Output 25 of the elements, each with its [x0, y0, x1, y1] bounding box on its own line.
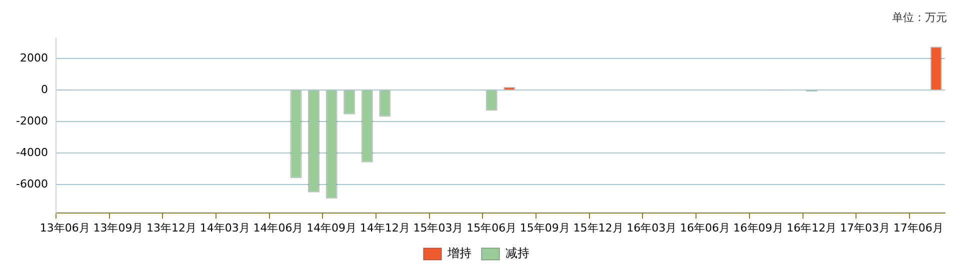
x-tick-label: 16年06月 [680, 221, 730, 234]
x-tick-label: 15年09月 [520, 221, 570, 234]
x-tick-label: 14年12月 [360, 221, 410, 234]
y-tick-label: 2000 [20, 51, 48, 64]
x-tick-label: 16年03月 [626, 221, 677, 234]
x-tick-label: 15年12月 [573, 221, 624, 234]
x-tick-label: 16年12月 [786, 221, 837, 234]
x-tick-label: 17年03月 [840, 221, 890, 234]
x-tick-label: 14年03月 [200, 221, 250, 234]
x-tick-label: 16年09月 [733, 221, 784, 234]
x-tick-label: 17年06月 [893, 221, 944, 234]
y-tick-label: -6000 [16, 177, 48, 190]
x-tick-label: 13年06月 [40, 221, 90, 234]
y-tick-label: 0 [40, 82, 48, 96]
x-tick-label: 13年12月 [146, 221, 197, 234]
legend-label: 减持 [506, 246, 530, 260]
legend-label: 增持 [446, 246, 472, 260]
y-tick-label: -2000 [16, 114, 48, 128]
x-tick-label: 13年09月 [93, 221, 144, 234]
x-tick-label: 15年06月 [466, 221, 517, 234]
x-tick-label: 14年06月 [253, 221, 304, 234]
x-tick-label: 14年09月 [306, 221, 357, 234]
y-tick-label: -4000 [16, 146, 48, 159]
x-tick-label: 15年03月 [413, 221, 464, 234]
text: 单位：万元 [892, 10, 947, 25]
